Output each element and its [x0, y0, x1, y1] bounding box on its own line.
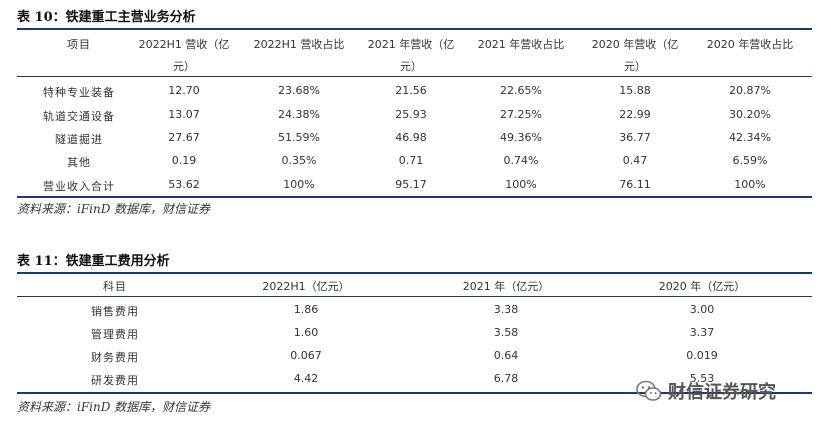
table1-cell: 36.77	[619, 131, 651, 144]
table1-cell: 27.67	[168, 131, 200, 144]
table1-cell: 22.65%	[500, 84, 542, 97]
table2-cell: 5.53	[689, 372, 715, 385]
table2-header: 2021 年（亿元）	[462, 280, 550, 293]
table1-cell: 22.99	[619, 108, 651, 121]
table1-cell: 46.98	[395, 131, 427, 144]
table1-cell: 21.56	[395, 84, 427, 97]
table1-header-line2: 元）	[400, 60, 422, 73]
table1-cell: 0.19	[171, 154, 197, 167]
table1-header: 2021 年营收（亿	[367, 38, 455, 51]
table1-cell: 6.59%	[732, 154, 768, 167]
table1-cell: 12.70	[168, 84, 200, 97]
table1-header: 2020 年营收占比	[706, 38, 794, 51]
table1-cell: 49.36%	[500, 131, 542, 144]
table2-cell: 0.64	[493, 349, 519, 362]
table1-header-rule	[17, 76, 812, 77]
table1-cell: 95.17	[395, 178, 427, 191]
table1-cell: 0.47	[622, 154, 648, 167]
table2-cell: 4.42	[293, 372, 319, 385]
watermark-text: 财信证券研究	[668, 382, 776, 403]
table2-cell: 0.019	[686, 349, 718, 362]
table1-cell: 25.93	[395, 108, 427, 121]
table2-cell: 3.58	[493, 326, 519, 339]
table1-cell: 13.07	[168, 108, 200, 121]
table1-header: 2021 年营收占比	[477, 38, 565, 51]
table2-row-label: 管理费用	[91, 328, 139, 341]
table2-cell: 3.37	[689, 326, 715, 339]
table2-cell: 1.86	[293, 303, 319, 316]
table1-cell: 24.38%	[278, 108, 320, 121]
table1-cell: 100%	[505, 178, 537, 191]
table1-cell: 100%	[734, 178, 766, 191]
table2-top-rule	[17, 272, 812, 274]
watermark: 财信证券研究	[636, 378, 776, 404]
table1-cell: 20.87%	[729, 84, 771, 97]
table1-cell: 42.34%	[729, 131, 771, 144]
table2-header-rule	[17, 296, 812, 297]
table2-header: 2022H1（亿元）	[262, 280, 350, 293]
table2-cell: 6.78	[493, 372, 519, 385]
table1-cell: 0.71	[398, 154, 424, 167]
table1-cell: 51.59%	[278, 131, 320, 144]
table2-header: 2020 年（亿元）	[658, 280, 746, 293]
table2-cell: 0.067	[290, 349, 322, 362]
table2-title: 表 11：铁建重工费用分析	[17, 254, 170, 269]
table1-cell: 0.35%	[281, 154, 317, 167]
table2-row-label: 财务费用	[91, 351, 139, 364]
table1-cell: 23.68%	[278, 84, 320, 97]
table1-header: 2020 年营收（亿	[591, 38, 679, 51]
table1-header: 项目	[67, 38, 91, 51]
wechat-icon	[636, 380, 662, 401]
table2-source: 资料来源：iFinD 数据库，财信证券	[17, 400, 211, 414]
table1-cell: 15.88	[619, 84, 651, 97]
table1-row-label: 营业收入合计	[43, 180, 115, 193]
table2-cell: 1.60	[293, 326, 319, 339]
table1-row-label: 其他	[67, 156, 91, 169]
table1-top-rule	[17, 28, 812, 30]
table1-cell: 0.74%	[503, 154, 539, 167]
table2-header: 科目	[103, 280, 127, 293]
table2-bottom-rule	[17, 392, 812, 394]
table1-row-label: 轨道交通设备	[43, 110, 115, 123]
table1-cell: 30.20%	[729, 108, 771, 121]
table1-header: 2022H1 营收占比	[253, 38, 345, 51]
table1-header-line2: 元）	[173, 60, 195, 73]
table1-header-line2: 元）	[624, 60, 646, 73]
table1-cell: 100%	[283, 178, 315, 191]
table2-row-label: 销售费用	[91, 305, 139, 318]
table1-cell: 27.25%	[500, 108, 542, 121]
table1-bottom-rule	[17, 196, 812, 198]
table1-source: 资料来源：iFinD 数据库，财信证券	[17, 202, 211, 216]
table2-row-label: 研发费用	[91, 374, 139, 387]
table1-row-label: 特种专业装备	[43, 86, 115, 99]
table1-cell: 76.11	[619, 178, 651, 191]
table1-title: 表 10：铁建重工主营业务分析	[17, 10, 196, 25]
table1-row-label: 隧道掘进	[55, 133, 103, 146]
table2-cell: 3.00	[689, 303, 715, 316]
table2-cell: 3.38	[493, 303, 519, 316]
table1-cell: 53.62	[168, 178, 200, 191]
table1-header: 2022H1 营收（亿	[138, 38, 230, 51]
